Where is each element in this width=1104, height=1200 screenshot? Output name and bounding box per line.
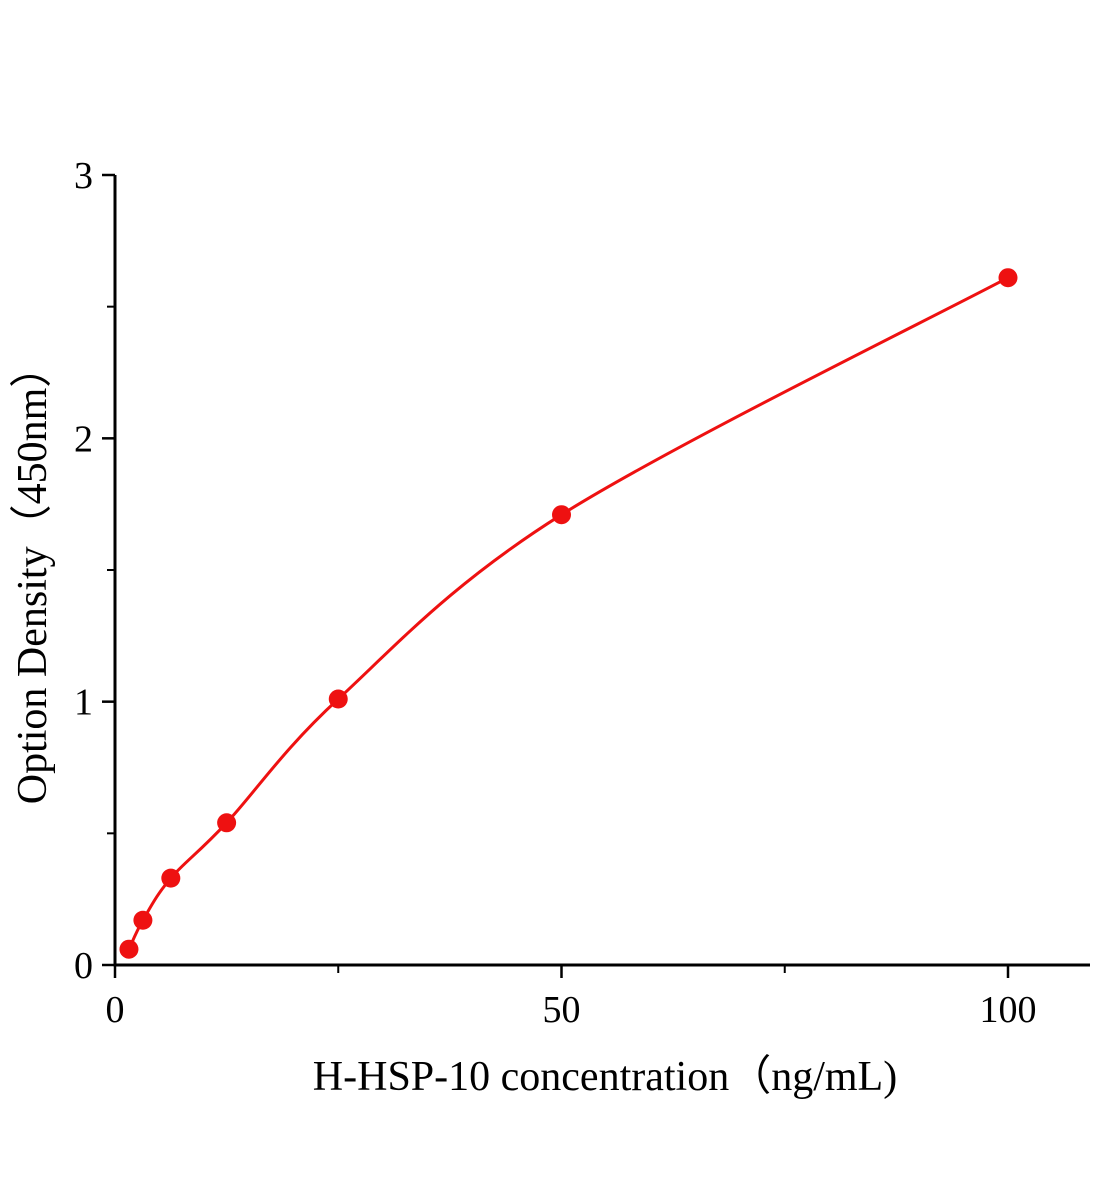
x-tick-label: 50 xyxy=(543,989,581,1031)
y-tick-label: 3 xyxy=(74,155,93,197)
axes xyxy=(113,175,1090,967)
data-point xyxy=(217,813,237,833)
x-axis-title: H-HSP-10 concentration（ng/mL) xyxy=(313,1054,897,1100)
y-tick-label: 2 xyxy=(74,418,93,460)
data-point xyxy=(119,939,139,959)
tick-labels: 0 50 100 0 1 2 3 xyxy=(74,155,1037,1031)
data-point xyxy=(552,505,571,525)
tick-marks xyxy=(102,173,1010,978)
data-point xyxy=(161,868,181,888)
data-point xyxy=(328,689,348,709)
data-point xyxy=(998,268,1018,288)
data-point xyxy=(133,910,153,930)
data-series xyxy=(119,268,1018,959)
x-tick-label: 100 xyxy=(980,989,1037,1031)
x-tick-label: 0 xyxy=(106,989,125,1031)
y-axis-title: Option Density（450nm） xyxy=(10,346,56,805)
curve-line xyxy=(127,276,1010,951)
y-tick-label: 1 xyxy=(74,682,93,724)
y-tick-label: 0 xyxy=(74,945,93,987)
